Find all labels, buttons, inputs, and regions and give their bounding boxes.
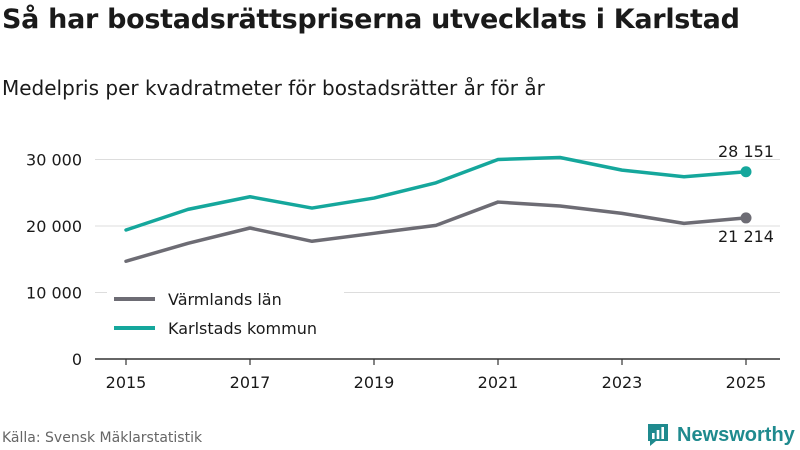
series-end-point: [740, 166, 752, 178]
brand-name: Newsworthy: [677, 423, 795, 446]
legend-label: Karlstads kommun: [168, 319, 317, 338]
x-tick-label: 2021: [478, 373, 519, 392]
series-end-point: [740, 212, 752, 224]
y-tick-label: 30 000: [26, 151, 82, 170]
legend-background: [107, 283, 344, 343]
legend-label: Värmlands län: [168, 290, 282, 309]
series-end-label: 28 151: [718, 142, 774, 161]
y-tick-label: 20 000: [26, 217, 82, 236]
chart-title: Så har bostadsrättspriserna utvecklats i…: [2, 4, 740, 35]
x-tick-label: 2015: [106, 373, 147, 392]
x-tick-label: 2025: [726, 373, 767, 392]
series-line-varmlands-lan: [124, 200, 748, 263]
series-line-karlstads-kommun: [124, 155, 748, 232]
brand-logo: Newsworthy: [646, 422, 795, 448]
series-end-label: 21 214: [718, 227, 774, 246]
chart-subtitle: Medelpris per kvadratmeter för bostadsrä…: [2, 76, 545, 100]
y-tick-label: 10 000: [26, 284, 82, 303]
newsworthy-logo-icon: [648, 424, 668, 446]
y-tick-label: 0: [72, 350, 82, 369]
x-tick-label: 2023: [602, 373, 643, 392]
x-tick-label: 2019: [354, 373, 395, 392]
line-chart: 0 10 000 20 000 30 000 2015 2017 2019 2021 2023 2…: [26, 142, 780, 392]
source-note: Källa: Svensk Mäklarstatistik: [2, 430, 203, 446]
x-tick-label: 2017: [230, 373, 271, 392]
